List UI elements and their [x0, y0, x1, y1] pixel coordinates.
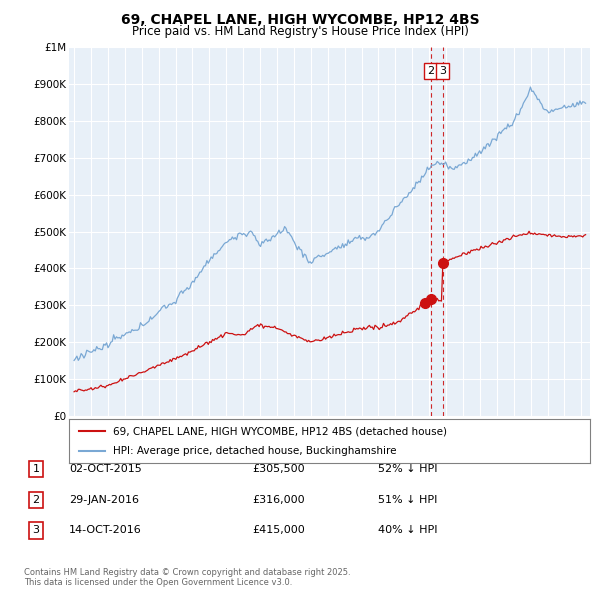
- Text: Contains HM Land Registry data © Crown copyright and database right 2025.
This d: Contains HM Land Registry data © Crown c…: [24, 568, 350, 587]
- Text: 14-OCT-2016: 14-OCT-2016: [69, 526, 142, 535]
- Text: 29-JAN-2016: 29-JAN-2016: [69, 495, 139, 504]
- Text: 40% ↓ HPI: 40% ↓ HPI: [378, 526, 437, 535]
- Text: 2: 2: [427, 66, 434, 76]
- Text: HPI: Average price, detached house, Buckinghamshire: HPI: Average price, detached house, Buck…: [113, 446, 397, 455]
- Text: 69, CHAPEL LANE, HIGH WYCOMBE, HP12 4BS (detached house): 69, CHAPEL LANE, HIGH WYCOMBE, HP12 4BS …: [113, 427, 447, 436]
- Text: 02-OCT-2015: 02-OCT-2015: [69, 464, 142, 474]
- Text: £305,500: £305,500: [252, 464, 305, 474]
- Text: 3: 3: [32, 526, 40, 535]
- Text: 52% ↓ HPI: 52% ↓ HPI: [378, 464, 437, 474]
- Text: 51% ↓ HPI: 51% ↓ HPI: [378, 495, 437, 504]
- Text: 69, CHAPEL LANE, HIGH WYCOMBE, HP12 4BS: 69, CHAPEL LANE, HIGH WYCOMBE, HP12 4BS: [121, 13, 479, 27]
- Text: Price paid vs. HM Land Registry's House Price Index (HPI): Price paid vs. HM Land Registry's House …: [131, 25, 469, 38]
- Text: 2: 2: [32, 495, 40, 504]
- Text: 1: 1: [32, 464, 40, 474]
- Text: £316,000: £316,000: [252, 495, 305, 504]
- Text: £415,000: £415,000: [252, 526, 305, 535]
- Text: 3: 3: [439, 66, 446, 76]
